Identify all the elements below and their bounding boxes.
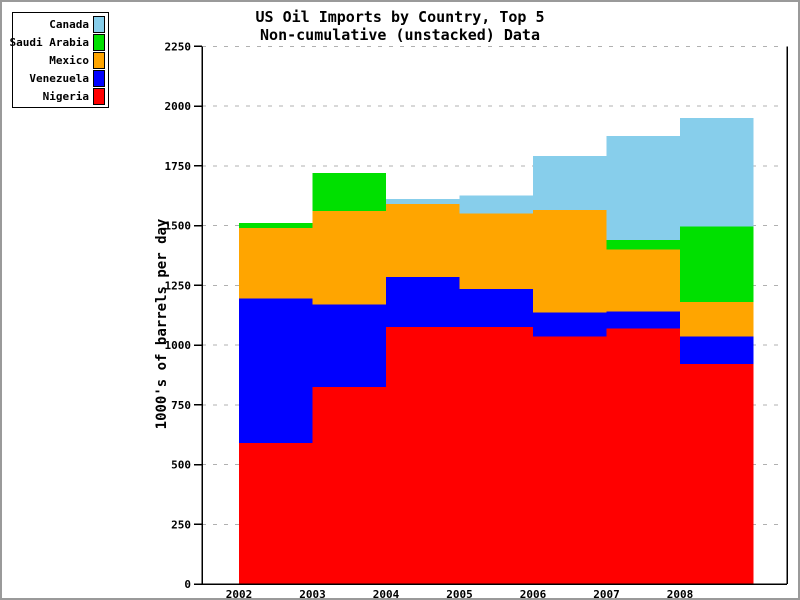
chart-title: US Oil Imports by Country, Top 5 xyxy=(255,8,545,26)
area-nigeria xyxy=(239,327,754,584)
x-tick-label-2007: 2007 xyxy=(593,588,620,600)
x-tick-label-2003: 2003 xyxy=(299,588,326,600)
legend-item-canada: Canada xyxy=(13,15,105,33)
x-tick-label-2004: 2004 xyxy=(373,588,400,600)
legend-label: Canada xyxy=(49,17,89,31)
legend-swatch-canada xyxy=(93,15,105,33)
legend-swatch-mexico xyxy=(93,51,105,69)
legend-item-saudi-arabia: Saudi Arabia xyxy=(9,33,105,51)
y-tick-label-1750: 1750 xyxy=(165,160,192,173)
y-tick-label-500: 500 xyxy=(171,459,191,472)
x-tick-label-2008: 2008 xyxy=(667,588,694,600)
legend-label: Venezuela xyxy=(29,71,89,85)
legend-swatch-saudi-arabia xyxy=(93,33,105,51)
y-tick-label-2250: 2250 xyxy=(165,40,192,53)
legend-item-nigeria: Nigeria xyxy=(13,87,105,105)
y-tick-label-250: 250 xyxy=(171,518,191,531)
legend-label: Saudi Arabia xyxy=(9,35,89,49)
x-tick-label-2002: 2002 xyxy=(226,588,253,600)
y-tick-label-1500: 1500 xyxy=(165,220,192,233)
legend-item-venezuela: Venezuela xyxy=(13,69,105,87)
y-tick-label-2000: 2000 xyxy=(165,100,192,113)
y-tick-label-1000: 1000 xyxy=(165,339,192,352)
chart-subtitle: Non-cumulative (unstacked) Data xyxy=(260,26,540,44)
legend: Canada Saudi Arabia Mexico Venezuela Nigeria xyxy=(9,12,109,108)
legend-swatch-nigeria xyxy=(93,87,105,105)
legend-label: Mexico xyxy=(49,53,89,67)
legend-item-mexico: Mexico xyxy=(13,51,105,69)
x-tick-label-2006: 2006 xyxy=(520,588,547,600)
legend-label: Nigeria xyxy=(42,89,89,103)
chart-title-block: US Oil Imports by Country, Top 5 Non-cum… xyxy=(2,8,798,44)
y-axis-label: 1000's of barrels per day xyxy=(154,218,170,430)
y-tick-label-750: 750 xyxy=(171,399,191,412)
y-tick-label-0: 0 xyxy=(184,578,191,591)
y-tick-label-1250: 1250 xyxy=(165,279,192,292)
legend-swatch-venezuela xyxy=(93,69,105,87)
x-tick-label-2005: 2005 xyxy=(446,588,473,600)
